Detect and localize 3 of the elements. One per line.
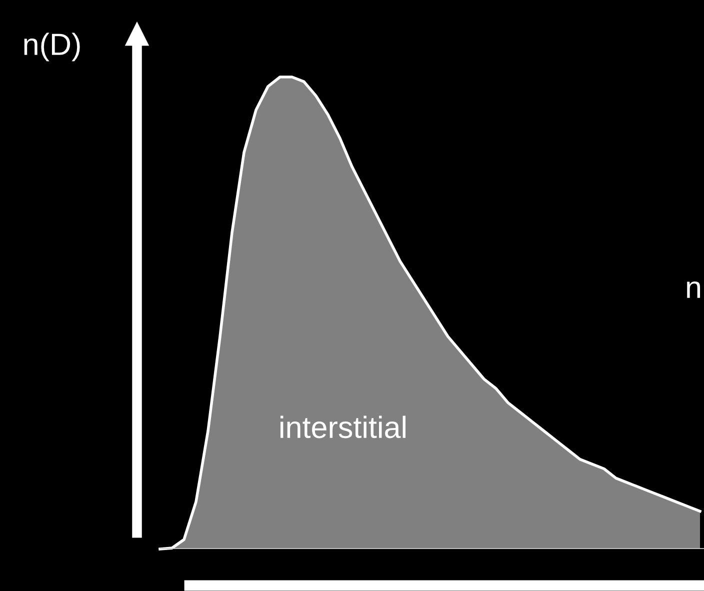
y-axis-title: n(D) (24, 32, 80, 62)
annotation: interstitial (280, 416, 406, 438)
annotation: n (687, 281, 700, 298)
